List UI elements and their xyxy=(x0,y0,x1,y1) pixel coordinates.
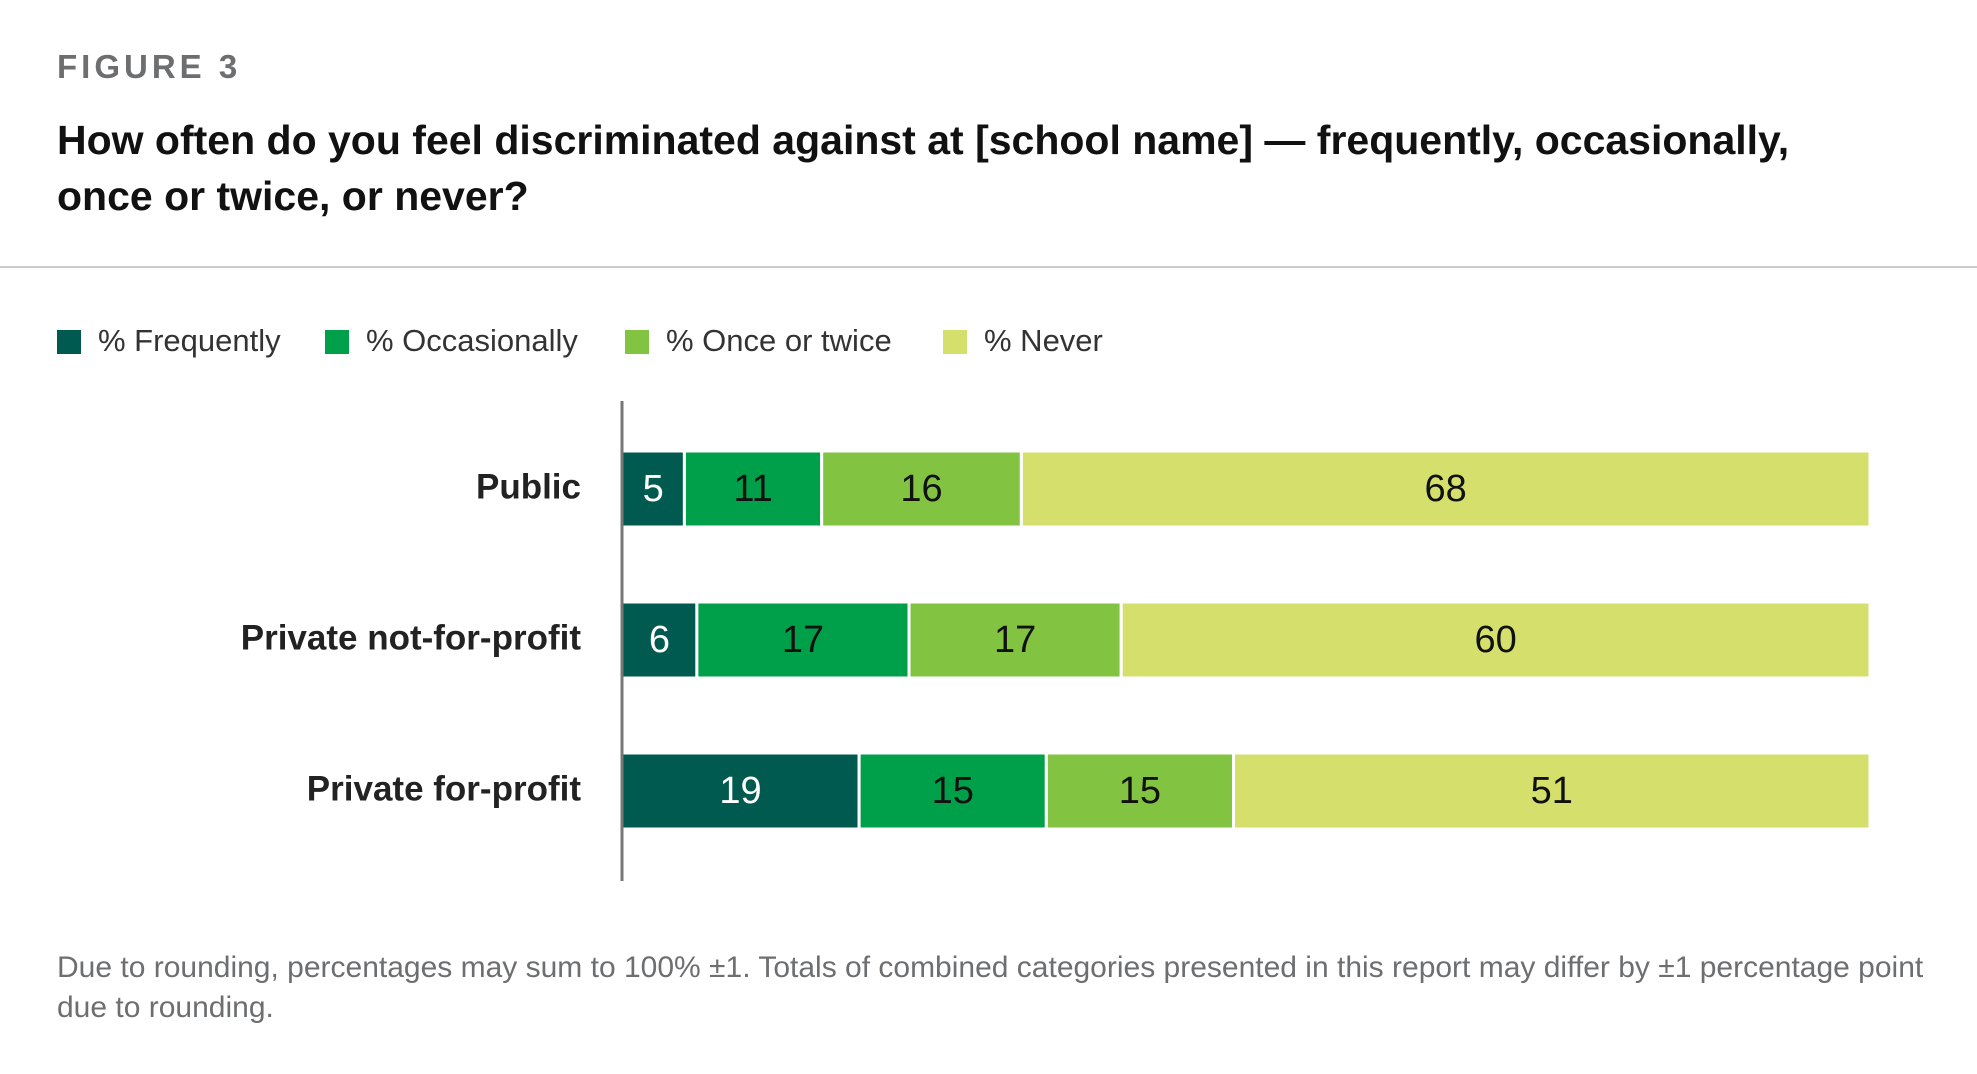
bar-segment xyxy=(857,751,1048,831)
bar-segment xyxy=(695,600,911,680)
bar-segment xyxy=(1019,449,1872,529)
legend-swatch xyxy=(325,330,349,354)
legend-swatch xyxy=(625,330,649,354)
value-label: 17 xyxy=(782,619,824,661)
value-label: 60 xyxy=(1474,619,1516,661)
separator xyxy=(0,266,1977,268)
value-label: 68 xyxy=(1425,468,1467,510)
value-label: 5 xyxy=(643,468,664,510)
category-label: Private for-profit xyxy=(307,769,582,808)
bar-segment xyxy=(1232,751,1872,831)
value-label: 19 xyxy=(719,770,761,812)
value-label: 6 xyxy=(649,619,670,661)
legend-label: % Once or twice xyxy=(666,323,892,358)
bar-segment xyxy=(682,449,824,529)
value-label: 11 xyxy=(733,468,772,510)
legend-label: % Never xyxy=(984,323,1103,358)
legend-label: % Frequently xyxy=(98,323,281,358)
legend-swatch xyxy=(943,330,967,354)
value-label: 15 xyxy=(1119,770,1161,812)
bar-segment xyxy=(1119,600,1872,680)
legend-label: % Occasionally xyxy=(366,323,578,358)
legend-swatch xyxy=(57,330,81,354)
figure-label: FIGURE 3 xyxy=(57,48,242,85)
value-label: 15 xyxy=(932,770,974,812)
value-label: 51 xyxy=(1531,770,1573,812)
category-label: Private not-for-profit xyxy=(241,618,582,657)
chart-title: How often do you feel discriminated agai… xyxy=(57,117,1790,219)
value-label: 16 xyxy=(900,468,942,510)
footnote: Due to rounding, percentages may sum to … xyxy=(57,951,1924,1024)
value-label: 17 xyxy=(994,619,1036,661)
category-label: Public xyxy=(476,467,581,506)
